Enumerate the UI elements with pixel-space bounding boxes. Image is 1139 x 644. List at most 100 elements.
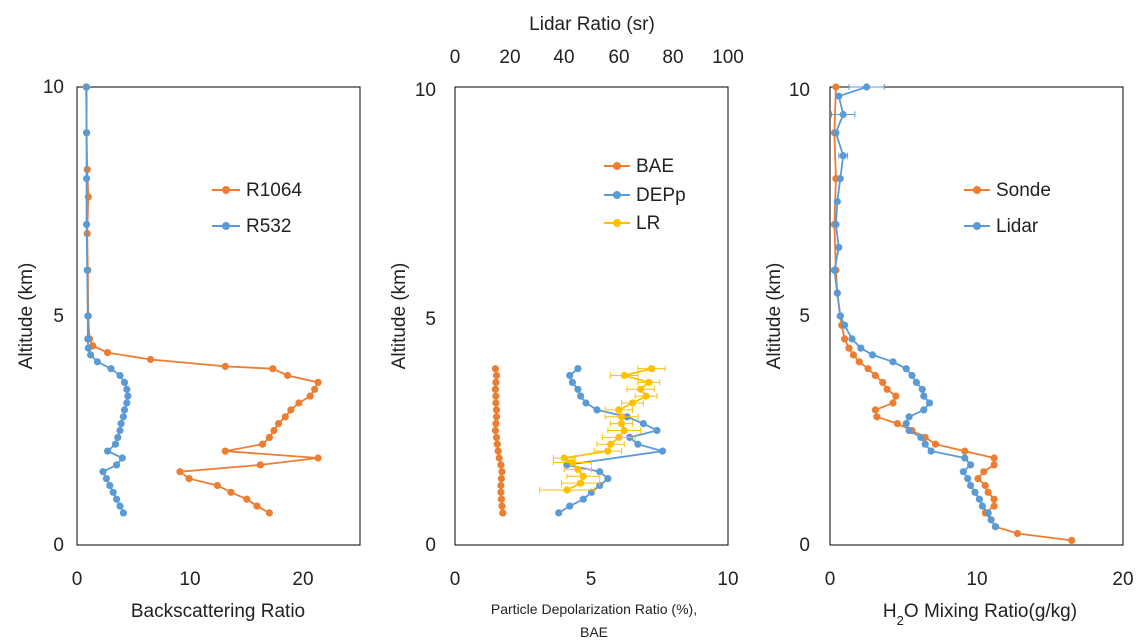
p1-ytick-1: 5 bbox=[53, 306, 64, 327]
p1-point-R532-8 bbox=[118, 454, 126, 462]
p1-point-R532-9 bbox=[104, 447, 112, 455]
p3-point-Lidar-38 bbox=[839, 110, 847, 119]
p2-point-BAE-10 bbox=[493, 440, 501, 448]
p2-point-LR-3 bbox=[574, 465, 582, 473]
p1-point-R1064-13 bbox=[274, 420, 283, 428]
p3-x-axis-label-h: H bbox=[883, 601, 897, 622]
p1-legend-marker-0 bbox=[222, 186, 230, 194]
p1-point-R532-10 bbox=[111, 440, 120, 448]
p2-point-LR-9 bbox=[620, 426, 628, 435]
p2-point-BAE-2 bbox=[497, 495, 505, 503]
p1-point-R532-24 bbox=[84, 344, 92, 352]
p3-point-Lidar-26 bbox=[857, 344, 865, 352]
p2-legend: BAE DEPp LR bbox=[604, 156, 686, 234]
plot-area-3 bbox=[829, 86, 1124, 546]
p2-point-LR-5 bbox=[560, 454, 568, 462]
p2-x-axis-label: Particle Depolarization Ratio (%), bbox=[491, 601, 697, 617]
p2-point-BAE-15 bbox=[492, 406, 501, 414]
p1-point-R532-29 bbox=[83, 175, 91, 183]
p2-point-DEPp-9 bbox=[634, 440, 642, 448]
p2-point-DEPp-12 bbox=[639, 420, 648, 428]
p1-point-R532-27 bbox=[83, 266, 91, 274]
p3-legend-marker-0 bbox=[973, 186, 981, 194]
p3-point-Sonde-9 bbox=[974, 475, 982, 483]
p2-point-BAE-1 bbox=[498, 502, 506, 510]
p2-point-LR-4 bbox=[568, 459, 577, 467]
p3-point-Lidar-31 bbox=[830, 266, 839, 274]
p1-point-R1064-6 bbox=[176, 468, 184, 476]
plot-area-1 bbox=[76, 86, 361, 546]
p2-ytick-0: 0 bbox=[425, 535, 436, 556]
p1-legend: R1064 R532 bbox=[212, 180, 302, 237]
p3-point-Lidar-15 bbox=[902, 420, 910, 428]
p3-ytick-0: 0 bbox=[799, 535, 810, 556]
p2-point-DEPp-5 bbox=[604, 475, 612, 483]
p3-point-Lidar-0 bbox=[991, 523, 1000, 531]
p3-point-Sonde-6 bbox=[990, 495, 998, 503]
p2-point-LR-14 bbox=[642, 392, 650, 400]
p2-x2tick-0: 0 bbox=[450, 47, 461, 68]
p2-point-LR-2 bbox=[579, 472, 587, 480]
p3-point-Lidar-9 bbox=[967, 461, 975, 469]
p2-point-LR-18 bbox=[648, 365, 656, 373]
p3-point-Lidar-19 bbox=[920, 392, 928, 400]
p2-legend-marker-1 bbox=[613, 191, 621, 199]
p2-x2-axis-label: Lidar Ratio (sr) bbox=[529, 14, 655, 35]
p2-point-LR-6 bbox=[604, 447, 612, 455]
p2-point-LR-12 bbox=[615, 406, 623, 414]
p3-legend-label-1: Lidar bbox=[996, 216, 1039, 237]
p1-point-R532-13 bbox=[117, 420, 125, 428]
p3-point-Lidar-1 bbox=[987, 516, 995, 524]
p3-point-Lidar-37 bbox=[832, 129, 840, 137]
p3-point-Sonde-10 bbox=[980, 468, 988, 476]
p2-y-axis-label: Altitude (km) bbox=[389, 263, 410, 370]
p3-xtick-0: 0 bbox=[825, 569, 836, 590]
p2-point-BAE-12 bbox=[491, 426, 499, 435]
p1-point-R1064-0 bbox=[265, 509, 273, 517]
p1-point-R532-11 bbox=[114, 433, 122, 441]
p3-point-Lidar-32 bbox=[835, 243, 843, 251]
p3-point-Sonde-1 bbox=[1013, 529, 1022, 538]
p3-point-Lidar-33 bbox=[832, 220, 840, 228]
p1-ytick-0: 0 bbox=[53, 535, 64, 556]
p1-legend-label-1: R532 bbox=[246, 216, 291, 237]
p2-x2tick-2: 40 bbox=[553, 47, 574, 68]
p3-point-Lidar-20 bbox=[918, 385, 926, 393]
p3-point-Sonde-12 bbox=[990, 454, 998, 462]
p3-point-Lidar-13 bbox=[917, 433, 925, 441]
p3-point-Sonde-24 bbox=[871, 371, 880, 380]
p3-point-Lidar-34 bbox=[833, 197, 841, 206]
p3-point-Sonde-8 bbox=[981, 481, 989, 490]
p1-x-axis-label: Backscattering Ratio bbox=[131, 601, 305, 622]
p3-point-Lidar-10 bbox=[961, 454, 969, 462]
p3-point-Lidar-40 bbox=[863, 83, 871, 91]
p2-point-LR-10 bbox=[617, 420, 626, 428]
p1-xtick-0: 0 bbox=[72, 569, 83, 590]
p3-point-Lidar-22 bbox=[908, 371, 916, 380]
p1-point-R532-19 bbox=[120, 378, 129, 386]
p2-point-BAE-4 bbox=[497, 481, 505, 490]
p1-point-R1064-7 bbox=[256, 461, 264, 469]
p3-x-axis-label: H2O Mixing Ratio(g/kg) bbox=[883, 601, 1077, 628]
p2-point-BAE-13 bbox=[492, 420, 500, 428]
p2-point-LR-13 bbox=[628, 399, 637, 407]
p3-y-axis-label: Altitude (km) bbox=[764, 263, 785, 370]
p3-point-Sonde-27 bbox=[849, 351, 858, 359]
p3-point-Sonde-20 bbox=[889, 399, 897, 407]
panel-2-marks bbox=[491, 365, 667, 517]
p1-point-R1064-23 bbox=[147, 355, 155, 364]
p1-point-R1064-9 bbox=[221, 447, 229, 455]
p2-point-DEPp-16 bbox=[577, 392, 585, 400]
p3-series-line-Lidar bbox=[833, 86, 997, 528]
p3-point-Lidar-8 bbox=[959, 468, 967, 476]
p1-point-R1064-16 bbox=[295, 399, 303, 407]
p3-point-Lidar-14 bbox=[905, 426, 913, 435]
panel-1-marks bbox=[82, 83, 322, 517]
p3-point-Sonde-5 bbox=[990, 502, 998, 510]
p2-x2tick-3: 60 bbox=[608, 47, 629, 68]
panel-backscattering: 0 10 20 0 5 10 Backscattering Ratio Alti… bbox=[16, 77, 361, 622]
p3-point-Lidar-24 bbox=[889, 358, 897, 366]
p2-point-DEPp-15 bbox=[582, 399, 590, 407]
p3-ytick-1: 5 bbox=[799, 306, 810, 327]
p1-point-R1064-19 bbox=[314, 378, 322, 386]
